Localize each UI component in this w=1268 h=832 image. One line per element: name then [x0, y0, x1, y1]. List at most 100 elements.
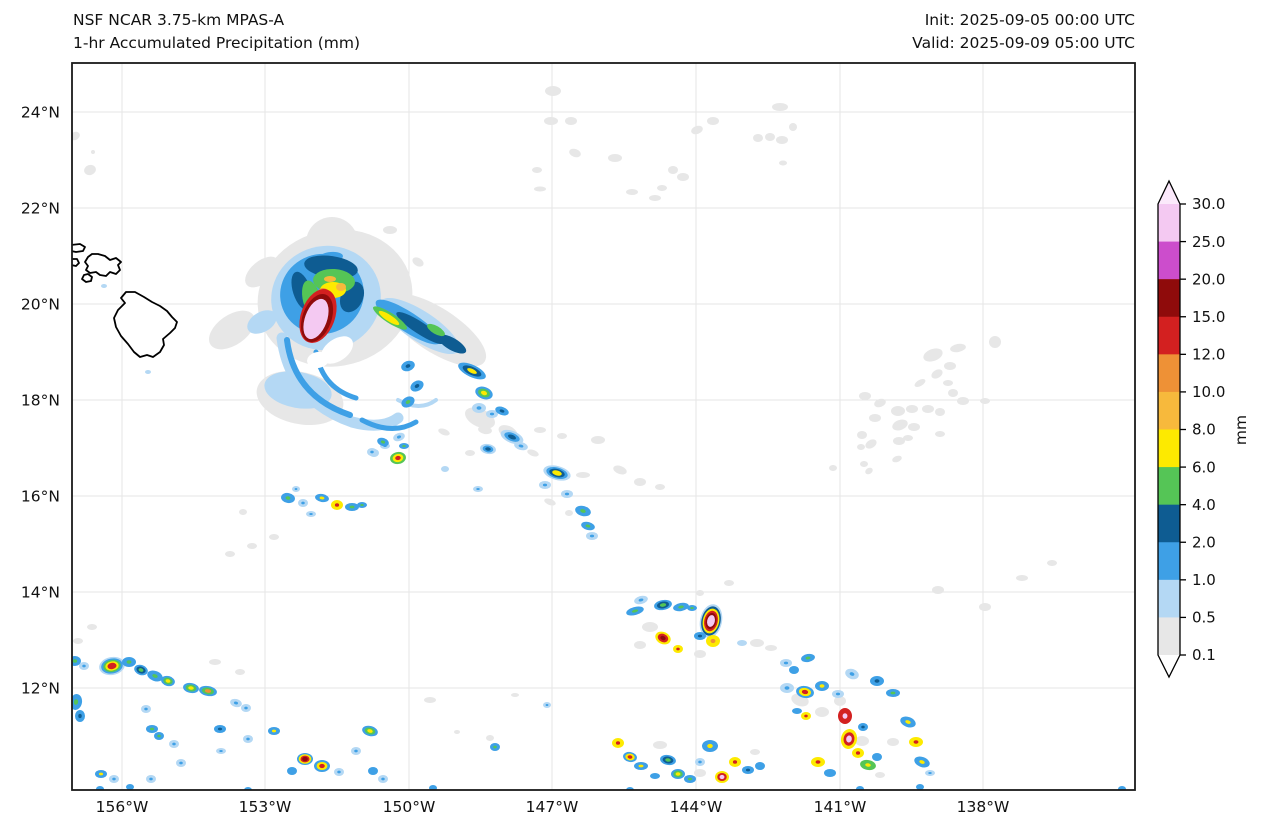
- convective-cell-ring: [872, 753, 882, 761]
- convective-cell-ring: [856, 786, 864, 790]
- convective-cell-ring: [370, 450, 374, 454]
- convective-cell-ring: [707, 615, 715, 627]
- convective-cell-ring: [865, 763, 871, 767]
- title-line-2: 1-hr Accumulated Precipitation (mm): [73, 34, 360, 52]
- convective-cell-ring: [638, 598, 644, 602]
- colorbar-segment: [1158, 391, 1180, 430]
- light-precip-patch: [914, 379, 926, 387]
- light-precip-patch: [922, 405, 934, 413]
- colorbar-segment: [1158, 467, 1180, 506]
- light-precip-patch: [649, 195, 661, 201]
- convective-cell-ring: [402, 444, 406, 448]
- convective-cell-ring: [678, 605, 684, 609]
- colorbar-tick-label: 12.0: [1192, 346, 1225, 364]
- convective-cell-ring: [710, 638, 716, 644]
- island-coastline: [84, 253, 122, 277]
- convective-cell-ring: [518, 444, 524, 448]
- convective-cell-ring: [815, 760, 821, 764]
- convective-cell-ring: [380, 440, 386, 444]
- convective-cell-ring: [107, 662, 117, 670]
- convective-cell-ring: [78, 713, 82, 719]
- cyclone-precip-blob: [324, 276, 336, 282]
- convective-cell-ring: [73, 699, 79, 705]
- colorbar-tick-label: 1.0: [1192, 571, 1216, 589]
- light-precip-patch: [269, 534, 279, 540]
- light-precip-patch: [239, 509, 247, 515]
- convective-cell-ring: [302, 756, 308, 762]
- light-precip-patch: [694, 650, 706, 658]
- light-precip-patch: [634, 641, 646, 649]
- convective-cell-ring: [381, 777, 385, 781]
- light-precip-patch: [565, 117, 577, 125]
- light-precip-patch: [438, 428, 450, 436]
- colorbar-over-arrow: [1158, 181, 1180, 204]
- colorbar-segment: [1158, 279, 1180, 318]
- light-precip-patch: [980, 398, 990, 404]
- rainband-arc: [359, 417, 419, 431]
- run-time-info: Init: 2025-09-05 00:00 UTC Valid: 2025-0…: [912, 9, 1135, 55]
- light-precip-patch: [534, 186, 546, 192]
- light-precip-patch: [765, 645, 777, 651]
- colorbar-tick-label: 25.0: [1192, 233, 1225, 251]
- colorbar-segment: [1158, 429, 1180, 468]
- convective-cell-ring: [204, 689, 212, 693]
- light-precip-patch: [72, 131, 80, 141]
- island-coastline: [113, 291, 178, 358]
- light-precip-patch: [486, 735, 494, 741]
- convective-cell-ring: [441, 466, 449, 472]
- convective-cell-ring: [675, 772, 681, 776]
- convective-cell-ring: [580, 509, 586, 513]
- light-precip-patch: [860, 461, 868, 467]
- light-precip-patch: [1047, 560, 1057, 566]
- convective-cell-ring: [659, 603, 667, 607]
- light-precip-patch: [875, 772, 885, 778]
- light-precip-patch: [527, 449, 539, 457]
- light-precip-patch: [893, 437, 905, 445]
- convective-cell-ring: [149, 727, 155, 731]
- colorbar-segment: [1158, 579, 1180, 618]
- colorbar-unit-label: mm: [1232, 415, 1250, 445]
- coastline-layer: [72, 243, 178, 358]
- light-precip-patch: [772, 103, 788, 111]
- island-coastline: [72, 243, 86, 253]
- light-precip-patch: [950, 343, 966, 353]
- light-precip-patch: [465, 450, 475, 456]
- y-tick-label: 20°N: [21, 296, 60, 314]
- light-precip-patch: [834, 696, 846, 706]
- convective-cell-ring: [287, 767, 297, 775]
- convective-cell-ring: [429, 785, 437, 790]
- light-precip-patch: [642, 622, 658, 632]
- convective-cell-ring: [405, 400, 411, 404]
- light-precip-patch: [892, 419, 908, 431]
- convective-cell-ring: [368, 767, 378, 775]
- light-precip-patch: [653, 741, 667, 749]
- y-tick-label: 14°N: [21, 584, 60, 602]
- light-precip-patch: [779, 160, 787, 166]
- convective-cell-ring: [819, 684, 825, 688]
- light-precip-patch: [694, 769, 706, 777]
- light-precip-patch: [225, 551, 235, 557]
- init-time-label: Init: 2025-09-05 00:00 UTC: [924, 11, 1135, 29]
- convective-cell-ring: [367, 729, 373, 733]
- light-precip-patch: [765, 133, 775, 141]
- light-precip-patch: [91, 150, 95, 154]
- cyclone-precip-blob: [303, 298, 329, 340]
- colorbar-tick-label: 30.0: [1192, 195, 1225, 213]
- convective-cell-ring: [126, 660, 132, 664]
- convective-cell-ring: [499, 409, 505, 413]
- convective-cell-ring: [165, 679, 171, 683]
- cyclone-precip-blob: [209, 310, 255, 350]
- light-precip-patch: [209, 659, 221, 665]
- light-precip-patch: [903, 435, 913, 441]
- colorbar-segment: [1158, 316, 1180, 355]
- convective-cell-ring: [835, 692, 841, 696]
- light-precip-patch: [891, 406, 905, 416]
- light-precip-patch: [677, 173, 689, 181]
- convective-cell-ring: [552, 470, 562, 476]
- x-tick-label: 150°W: [383, 798, 436, 816]
- convective-cell-ring: [145, 370, 151, 374]
- convective-cell-ring: [687, 777, 693, 781]
- colorbar-tick-label: 20.0: [1192, 270, 1225, 288]
- convective-cell-ring: [861, 725, 865, 729]
